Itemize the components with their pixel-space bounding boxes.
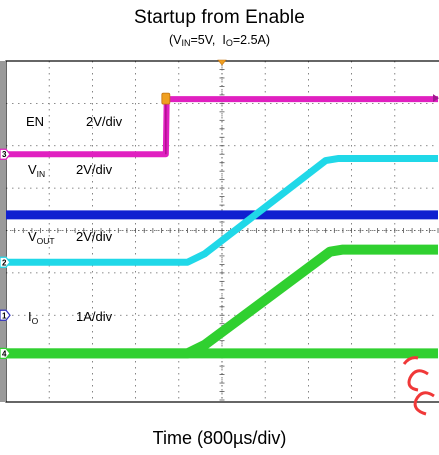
io-subscript: O — [225, 38, 233, 48]
ground-marker-shape — [0, 256, 11, 268]
ground-marker-2: 2 — [0, 256, 11, 268]
trace-2b — [6, 154, 438, 266]
vin-symbol: V — [173, 33, 182, 47]
ground-marker-shape — [0, 347, 11, 359]
ground-marker-4: 4 — [0, 347, 11, 359]
grid — [5, 60, 439, 401]
vin-subscript: IN — [181, 38, 191, 48]
ground-marker-shape — [0, 148, 11, 160]
plot-background — [6, 61, 439, 402]
ground-marker-3: 3 — [0, 148, 11, 160]
trigger-position-shape — [217, 59, 227, 66]
ref-marker-shape — [0, 309, 11, 321]
channel-scale-4: 1A/div — [76, 309, 113, 324]
channel-scale-vout: 2V/div — [76, 229, 113, 244]
x-axis-label: Time (800µs/div) — [152, 428, 287, 448]
ref-markers: 3 2 4 1 — [0, 59, 439, 359]
channel-name-sub-4: O — [32, 316, 39, 326]
channel-name-4: IO — [28, 309, 39, 326]
channel-name-sub-vout: OUT — [37, 236, 55, 246]
chart-subtitle: (VIN=5V, IO=2.5A) — [168, 33, 271, 48]
trigger-ch3-marker — [161, 92, 171, 105]
vin-value: =5V, — [190, 33, 216, 47]
ground-marker-label: 2 — [2, 258, 7, 267]
trigger-ch3-shape — [161, 92, 171, 105]
ref-marker-1: 1 — [0, 309, 11, 321]
trigger-level-marker — [433, 94, 439, 103]
channel-scale-3: 2V/div — [86, 114, 123, 129]
io-value: =2.5A) — [232, 33, 271, 47]
channel-scale-2: 2V/div — [76, 162, 113, 177]
io-symbol: I — [222, 33, 226, 47]
channel-name-sub-2: IN — [37, 169, 46, 179]
ground-marker-label: 3 — [2, 150, 7, 159]
ground-marker-label: 4 — [2, 349, 7, 358]
channel-name-3: EN — [26, 114, 44, 129]
chart-title: Startup from Enable — [134, 7, 305, 28]
watermark-logo — [402, 356, 435, 416]
traces — [6, 96, 438, 359]
trigger-position-marker — [217, 59, 227, 66]
left-bezel — [0, 61, 6, 402]
ref-marker-label: 1 — [2, 311, 7, 320]
